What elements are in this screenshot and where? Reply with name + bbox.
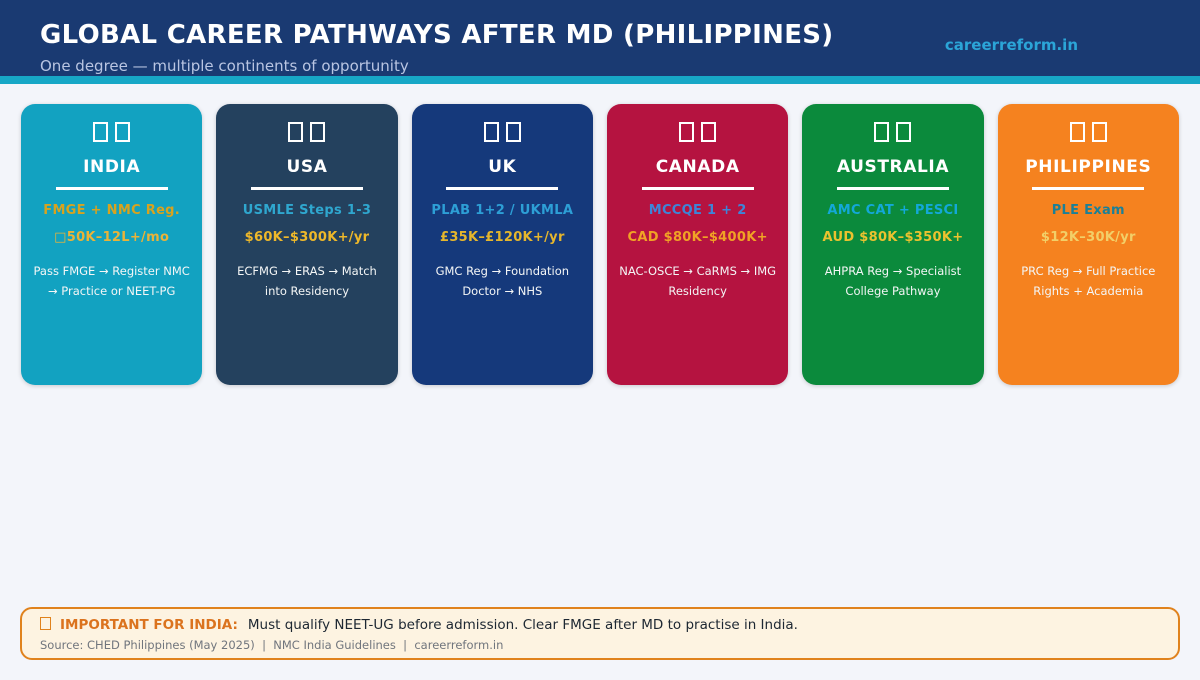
salary-range: AUD $80K–$350K+ (822, 230, 964, 245)
callout-line: IMPORTANT FOR INDIA: Must qualify NEET-UG… (40, 617, 1160, 633)
brand-logo: careerreform.in (944, 36, 1078, 54)
card-australia: AUSTRALIA AMC CAT + PESCI AUD $80K–$350K… (802, 104, 984, 385)
india-warning-callout: IMPORTANT FOR INDIA: Must qualify NEET-UG… (20, 607, 1180, 660)
exam-requirement: PLAB 1+2 / UKMLA (431, 203, 574, 218)
bell-missing-glyph-icon (40, 617, 51, 630)
missing-glyph-box (1069, 122, 1085, 142)
missing-glyph-box (310, 122, 326, 142)
card-divider (1032, 187, 1145, 190)
missing-glyph-box (1091, 122, 1107, 142)
philippines-flag-icon (998, 122, 1179, 144)
pathway-steps: NAC-OSCE → CaRMS → IMG Residency (619, 264, 777, 298)
missing-glyph-box (288, 122, 304, 142)
country-name: UK (488, 157, 517, 177)
card-india: INDIA FMGE + NMC Reg. □50K–12L+/mo Pass … (21, 104, 203, 385)
uk-flag-icon (412, 122, 593, 144)
pathway-steps: AHPRA Reg → Specialist College Pathway (824, 264, 962, 298)
page-title: GLOBAL CAREER PATHWAYS AFTER MD (PHILIPP… (40, 20, 834, 50)
india-flag-icon (21, 122, 202, 144)
country-name: PHILIPPINES (1025, 157, 1152, 177)
callout-text: Must qualify NEET-UG before admission. C… (247, 617, 798, 633)
australia-flag-icon (802, 122, 983, 144)
exam-requirement: MCCQE 1 + 2 (648, 203, 747, 218)
missing-glyph-box (701, 122, 717, 142)
missing-glyph-box (505, 122, 521, 142)
card-divider (250, 187, 363, 190)
card-uk: UK PLAB 1+2 / UKMLA £35K–£120K+/yr GMC R… (411, 104, 593, 385)
card-canada: CANADA MCCQE 1 + 2 CAD $80K–$400K+ NAC-O… (606, 104, 789, 385)
exam-requirement: AMC CAT + PESCI (827, 203, 959, 218)
source-line: Source: CHED Philippines (May 2025) | NM… (40, 638, 504, 652)
exam-requirement: PLE Exam (1051, 203, 1125, 218)
missing-glyph-box (93, 122, 109, 142)
exam-requirement: FMGE + NMC Reg. (43, 203, 181, 218)
country-name: CANADA (655, 157, 740, 177)
page-subtitle: One degree — multiple continents of oppo… (40, 57, 409, 75)
missing-glyph-box (874, 122, 890, 142)
country-name: USA (286, 157, 328, 177)
country-cards-row: INDIA FMGE + NMC Reg. □50K–12L+/mo Pass … (21, 104, 1179, 385)
missing-glyph-box (679, 122, 695, 142)
country-name: INDIA (83, 157, 141, 177)
card-divider (446, 187, 559, 190)
salary-range: CAD $80K–$400K+ (627, 230, 768, 245)
salary-range: $12K–30K/yr (1040, 230, 1136, 245)
canada-flag-icon (607, 122, 788, 144)
missing-glyph-box (896, 122, 912, 142)
card-divider (641, 187, 754, 190)
missing-glyph-box (115, 122, 131, 142)
header: GLOBAL CAREER PATHWAYS AFTER MD (PHILIPP… (0, 0, 1200, 84)
usa-flag-icon (216, 122, 397, 144)
card-divider (836, 187, 949, 190)
salary-range: □50K–12L+/mo (54, 230, 170, 245)
missing-glyph-box (483, 122, 499, 142)
pathway-steps: GMC Reg → Foundation Doctor → NHS (435, 264, 570, 298)
callout-label: IMPORTANT FOR INDIA: (60, 617, 238, 633)
pathway-steps: PRC Reg → Full Practice Rights + Academi… (1021, 264, 1156, 298)
country-name: AUSTRALIA (836, 157, 950, 177)
card-usa: USA USMLE Steps 1-3 $60K–$300K+/yr ECFMG… (216, 104, 398, 385)
card-philippines: PHILIPPINES PLE Exam $12K–30K/yr PRC Reg… (997, 104, 1179, 385)
exam-requirement: USMLE Steps 1-3 (242, 203, 372, 218)
salary-range: $60K–$300K+/yr (244, 230, 370, 245)
card-divider (55, 187, 168, 190)
pathway-steps: ECFMG → ERAS → Match into Residency (237, 264, 377, 298)
pathway-steps: Pass FMGE → Register NMC → Practice or N… (33, 264, 190, 298)
salary-range: £35K–£120K+/yr (439, 230, 565, 245)
